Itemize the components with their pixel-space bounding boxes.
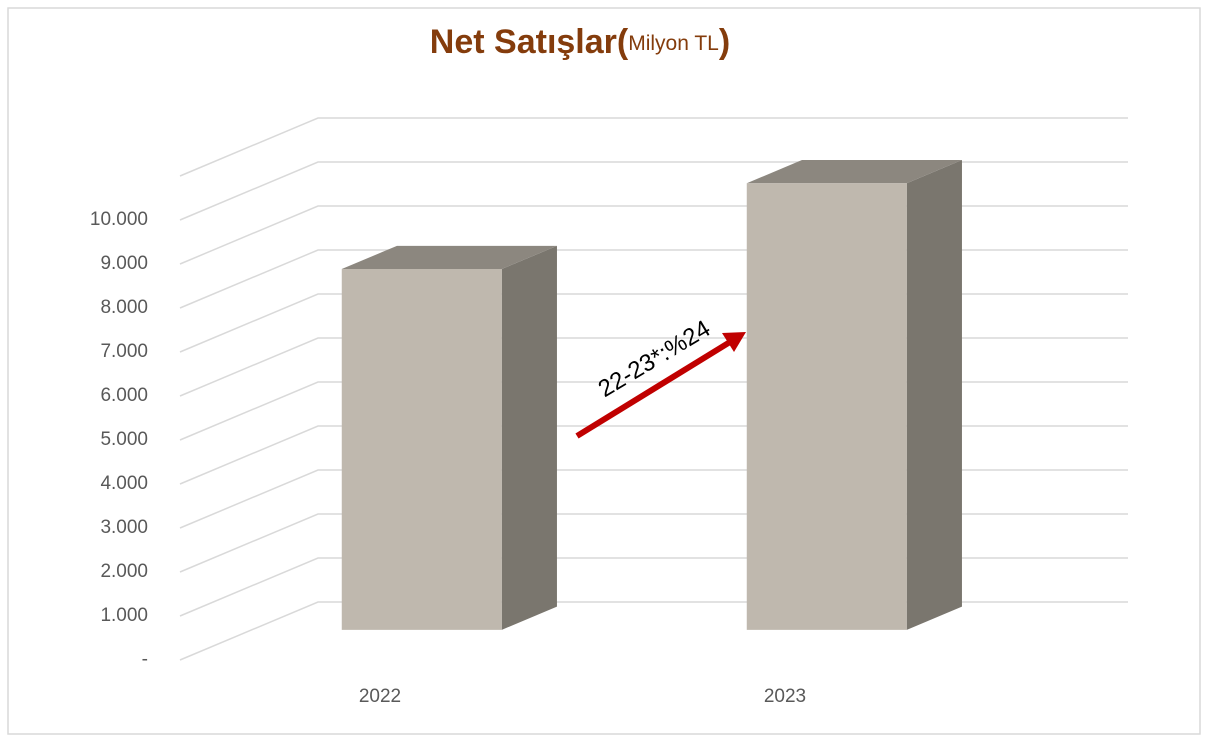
bar-top xyxy=(341,245,557,270)
y-tick-label: 8.000 xyxy=(100,297,148,318)
chart-title: Net Satışlar(Milyon TL) xyxy=(430,23,730,61)
y-tick-label: 2.000 xyxy=(100,561,148,582)
y-tick-label: 3.000 xyxy=(100,517,148,538)
annotation-arrow xyxy=(575,339,732,439)
arrow-head xyxy=(722,332,746,352)
y-tick-label: 9.000 xyxy=(100,253,148,274)
y-tick-label: 6.000 xyxy=(100,385,148,406)
title-main: Net Satışlar( xyxy=(430,23,629,61)
grid-line xyxy=(179,117,1128,177)
chart-frame xyxy=(7,7,1201,735)
y-tick-label: 10.000 xyxy=(90,209,148,230)
y-tick-label: 1.000 xyxy=(100,605,148,626)
bar-side xyxy=(501,245,557,630)
bar xyxy=(341,269,502,630)
y-tick-label: - xyxy=(142,649,148,670)
bar-side xyxy=(906,160,962,630)
x-tick-label: 2023 xyxy=(764,686,806,707)
plot: - 1.000 2.000 3.000 4.000 5.000 6.000 7.000 8.00… xyxy=(90,117,1128,707)
y-tick-label: 7.000 xyxy=(100,341,148,362)
title-close: ) xyxy=(719,23,730,61)
y-tick-label: 4.000 xyxy=(100,473,148,494)
bar xyxy=(746,183,907,630)
bar-top xyxy=(746,160,962,184)
y-tick-label: 5.000 xyxy=(100,429,148,450)
x-tick-label: 2022 xyxy=(359,686,401,707)
title-unit: Milyon TL xyxy=(628,32,719,55)
